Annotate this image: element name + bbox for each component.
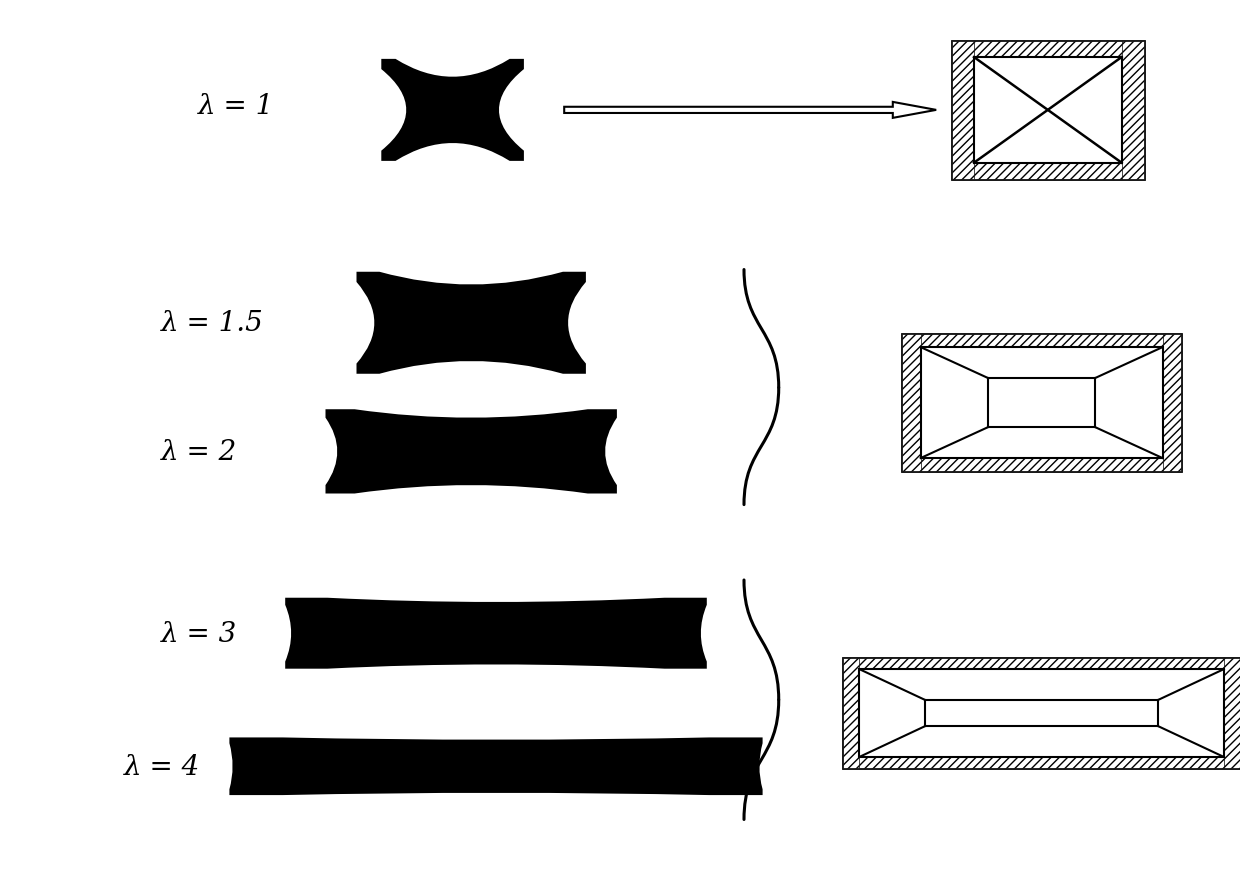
Text: λ = 1: λ = 1 — [198, 93, 274, 120]
Bar — [975, 58, 1121, 163]
Bar — [1163, 334, 1180, 471]
Bar — [1224, 657, 1240, 768]
Bar — [1121, 42, 1143, 179]
Bar — [901, 459, 1180, 471]
Text: λ = 1.5: λ = 1.5 — [161, 310, 264, 337]
Bar — [901, 334, 920, 471]
Bar — [843, 657, 1240, 670]
PathPatch shape — [229, 737, 763, 796]
Text: λ = 4: λ = 4 — [124, 753, 200, 780]
Bar — [843, 757, 1240, 768]
Bar — [952, 42, 975, 179]
Bar — [952, 163, 1145, 179]
Bar — [920, 347, 1163, 459]
Bar — [952, 42, 1145, 58]
Bar — [859, 670, 1224, 757]
Text: λ = 2: λ = 2 — [161, 439, 237, 465]
PathPatch shape — [357, 273, 587, 374]
Bar — [843, 657, 1240, 768]
Bar — [843, 657, 859, 768]
PathPatch shape — [285, 598, 707, 669]
Bar — [901, 334, 1180, 471]
Bar — [901, 334, 1180, 347]
Text: λ = 3: λ = 3 — [161, 620, 237, 647]
PathPatch shape — [382, 59, 523, 161]
PathPatch shape — [564, 103, 936, 119]
PathPatch shape — [325, 409, 618, 494]
Bar — [952, 42, 1145, 179]
